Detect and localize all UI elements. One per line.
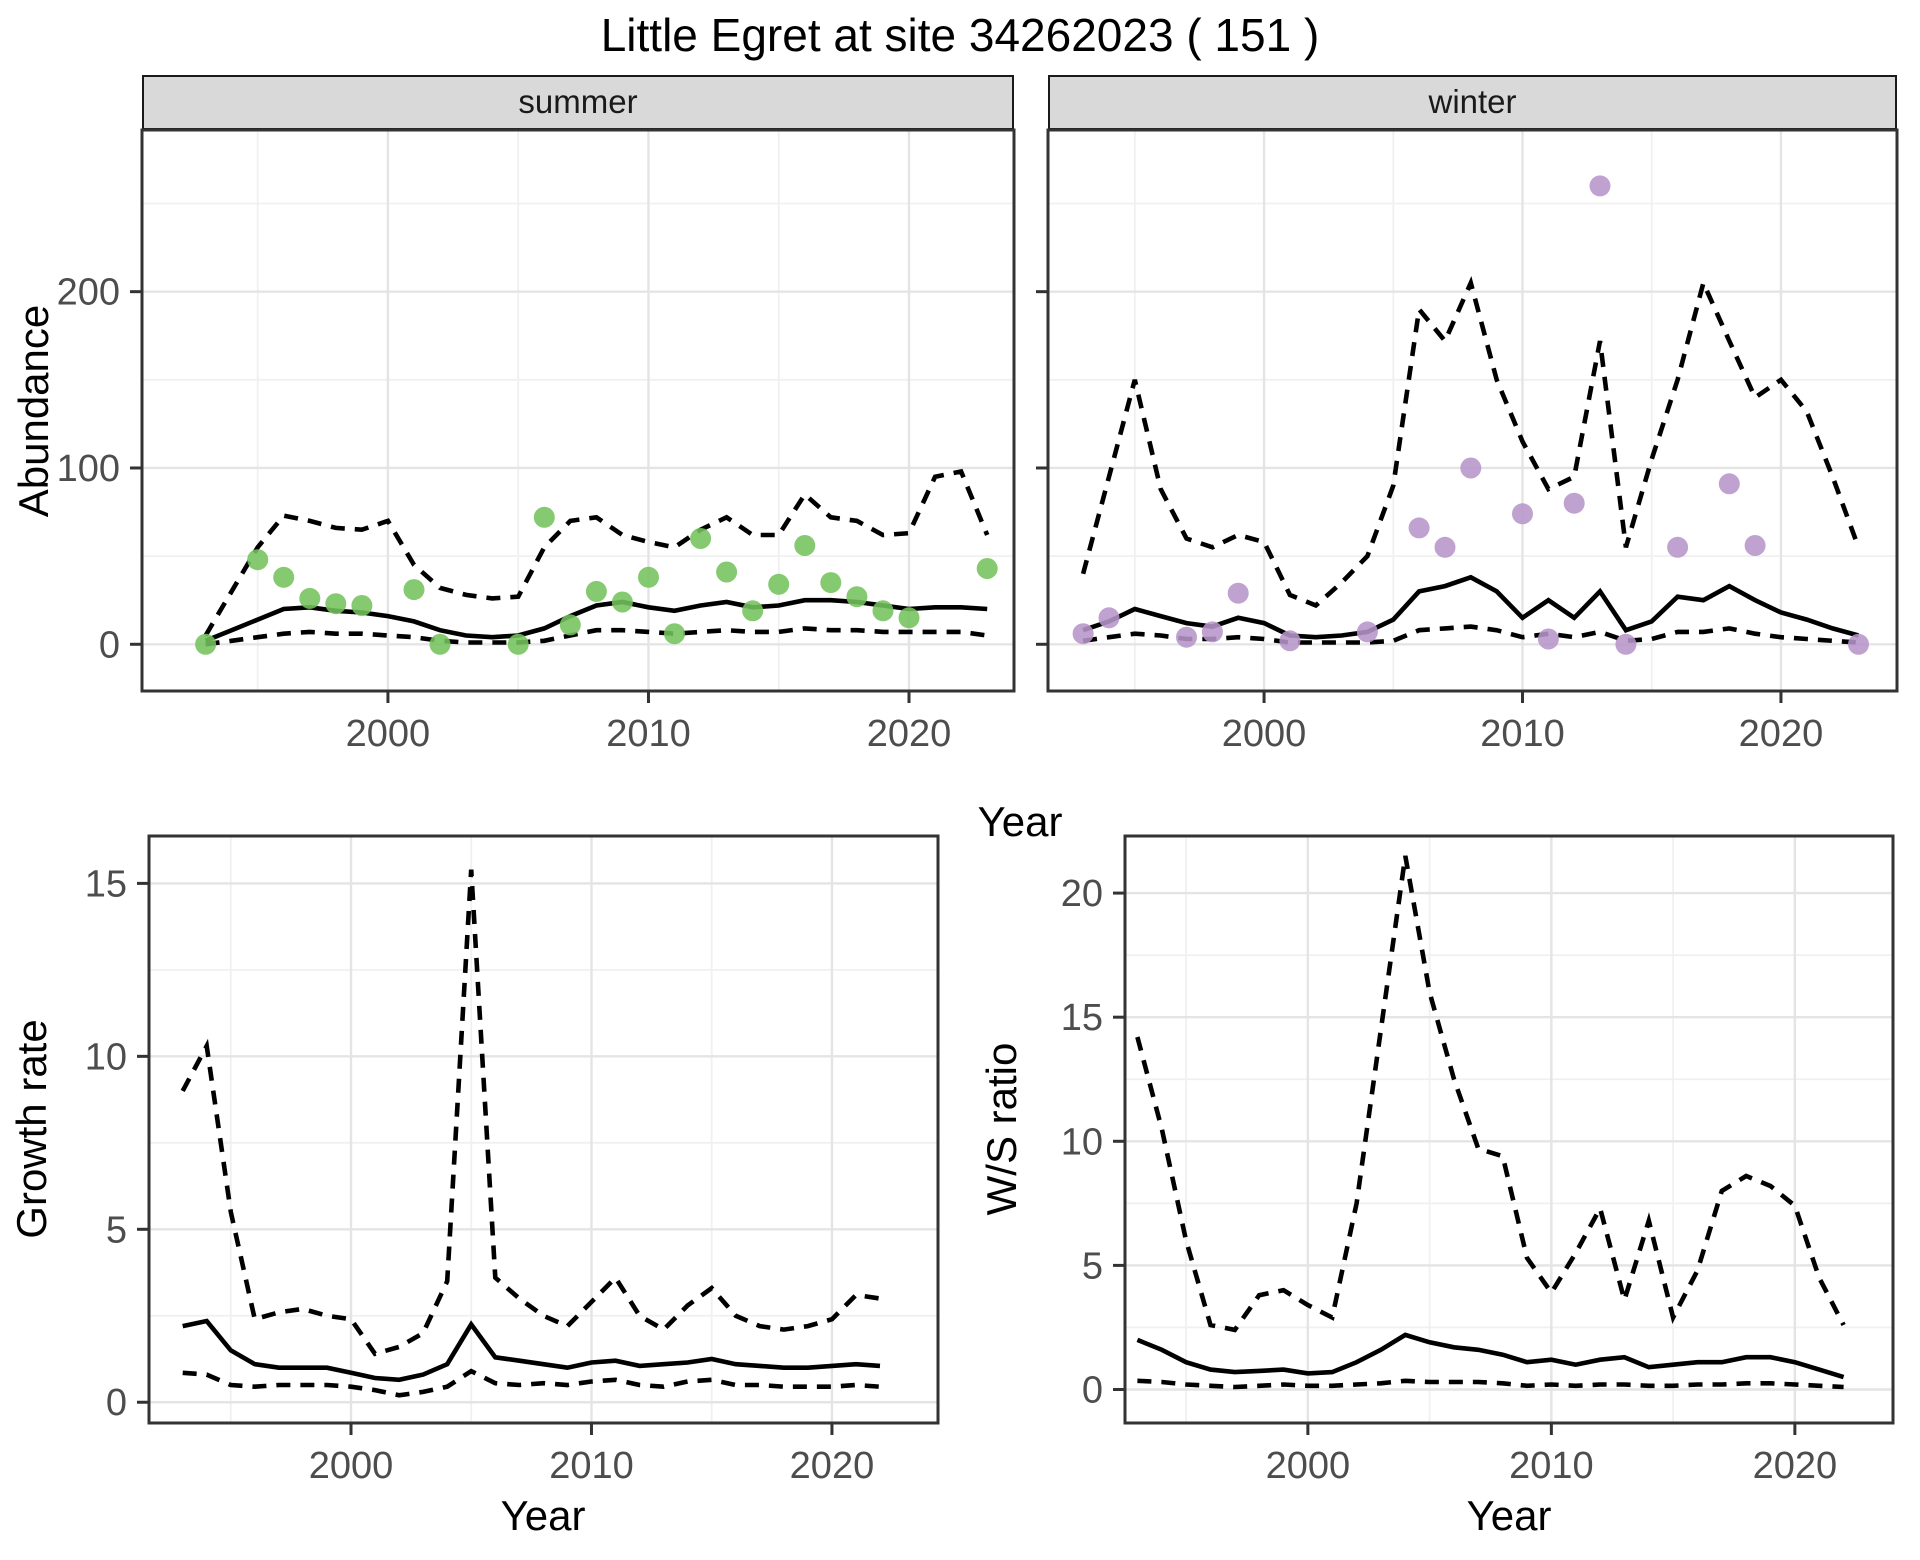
abundance-summer-observed-counts-point (273, 566, 295, 588)
abundance-summer-observed-counts-point (507, 633, 529, 655)
abundance-summer-lower-ci-line (205, 626, 988, 647)
abundance-winter-observed-counts-point (1201, 621, 1223, 643)
abundance-summer-observed-counts-point (794, 535, 816, 556)
ws-ratio-modelled-mean-line (1136, 1332, 1845, 1380)
y-tick-label: 0 (99, 624, 120, 666)
abundance-winter-observed-counts-point (1589, 175, 1611, 197)
abundance-summer-observed-counts-point (768, 573, 790, 595)
abundance-winter-observed-counts-point (1744, 535, 1766, 556)
abundance-winter-observed-counts-point (1434, 536, 1456, 558)
x-tick-label: 2010 (606, 713, 691, 755)
abundance-summer-observed-counts-point (533, 506, 555, 528)
x-tick-label: 2000 (1266, 1445, 1351, 1487)
abundance-winter-observed-counts-point (1227, 582, 1249, 604)
abundance-winter-observed-counts-point (1512, 503, 1533, 525)
x-axis-title-top: Year (977, 798, 1063, 845)
abundance-summer-observed-counts-point (976, 558, 998, 579)
abundance-winter-panel: 2000 2010 2020 (1036, 128, 1899, 755)
growth-rate-upper-ci-line (180, 869, 881, 1357)
growth-rate-panel: 2000 2010 2020 0 5 10 15 (85, 834, 940, 1487)
y-axis-title-abundance: Abundance (10, 304, 57, 518)
abundance-summer-observed-counts-point (898, 607, 920, 629)
x-axis-title-bottom-right: Year (1466, 1492, 1552, 1539)
abundance-summer-observed-counts-point (611, 591, 633, 613)
abundance-winter-observed-counts-point (1537, 628, 1559, 650)
x-tick-label: 2020 (1739, 713, 1824, 755)
abundance-winter-observed-counts-point (1718, 473, 1740, 495)
abundance-summer-observed-counts-point (325, 593, 347, 615)
x-tick-label: 2020 (790, 1445, 875, 1487)
abundance-summer-observed-counts-point (559, 614, 581, 636)
abundance-summer-observed-counts-point (664, 623, 685, 645)
facet-strip-winter: winter (1048, 75, 1897, 130)
abundance-summer-observed-counts-point (351, 595, 373, 616)
growth-rate-lower-ci-line (182, 1368, 881, 1398)
abundance-winter-observed-counts-point (1848, 633, 1869, 655)
abundance-winter-observed-counts-point (1098, 607, 1120, 629)
abundance-summer-panel: 2000 2010 2020 0 100 200 (57, 128, 1016, 755)
y-tick-label: 15 (85, 863, 127, 905)
x-tick-label: 2010 (549, 1445, 634, 1487)
abundance-winter-observed-counts-point (1615, 633, 1637, 655)
x-tick-label: 2020 (1753, 1445, 1838, 1487)
abundance-summer-observed-counts-point (872, 600, 894, 622)
ws-ratio-upper-ci-line (1135, 855, 1846, 1333)
abundance-winter-observed-counts-point (1072, 623, 1094, 645)
abundance-summer-observed-counts-point (638, 566, 659, 588)
abundance-winter-upper-ci-line (1080, 276, 1861, 609)
y-tick-label: 200 (57, 272, 120, 314)
facet-strip-summer: summer (142, 75, 1014, 130)
x-tick-label: 2000 (1222, 713, 1307, 755)
x-axis-title-bottom-left: Year (500, 1492, 586, 1539)
abundance-summer-observed-counts-point (846, 586, 868, 608)
abundance-winter-observed-counts-point (1563, 492, 1585, 514)
abundance-winter-observed-counts-point (1460, 457, 1482, 479)
abundance-summer-observed-counts-point (690, 528, 712, 549)
y-tick-label: 0 (106, 1382, 127, 1424)
growth-rate-modelled-mean-line (182, 1318, 881, 1383)
x-tick-label: 2000 (309, 1445, 394, 1487)
x-tick-label: 2010 (1480, 713, 1565, 755)
y-tick-label: 100 (57, 448, 120, 490)
plot-title: Little Egret at site 34262023 ( 151 ) (600, 9, 1320, 61)
abundance-summer-observed-counts-point (195, 633, 217, 655)
y-axis-title-growth-rate: Growth rate (8, 1019, 55, 1239)
abundance-summer-observed-counts-point (299, 587, 321, 609)
y-tick-label: 5 (106, 1209, 127, 1251)
ws-ratio-lower-ci-line (1137, 1378, 1844, 1390)
y-tick-label: 20 (1061, 873, 1103, 915)
y-tick-label: 10 (85, 1036, 127, 1078)
x-tick-label: 2000 (346, 713, 431, 755)
y-tick-label: 10 (1061, 1121, 1103, 1163)
abundance-winter-observed-counts-point (1667, 536, 1689, 558)
x-tick-label: 2020 (867, 713, 952, 755)
abundance-winter-observed-counts-point (1408, 517, 1430, 539)
y-tick-label: 0 (1082, 1369, 1103, 1411)
abundance-summer-observed-counts-point (585, 580, 607, 602)
ws-ratio-panel: 2000 2010 2020 0 5 10 15 20 (1061, 834, 1895, 1487)
y-tick-label: 15 (1061, 997, 1103, 1039)
abundance-winter-observed-counts-point (1279, 630, 1301, 652)
abundance-winter-observed-counts-point (1176, 626, 1197, 648)
x-tick-label: 2010 (1509, 1445, 1594, 1487)
abundance-summer-observed-counts-point (716, 561, 738, 583)
abundance-summer-observed-counts-point (820, 572, 842, 594)
abundance-summer-observed-counts-point (742, 600, 764, 622)
y-axis-title-ws-ratio: W/S ratio (978, 1042, 1025, 1216)
abundance-summer-upper-ci-line (203, 468, 990, 637)
abundance-summer-observed-counts-point (429, 633, 451, 655)
abundance-summer-observed-counts-point (247, 549, 269, 571)
abundance-summer-observed-counts-point (403, 579, 425, 601)
y-tick-label: 5 (1082, 1245, 1103, 1287)
abundance-winter-observed-counts-point (1356, 621, 1378, 643)
